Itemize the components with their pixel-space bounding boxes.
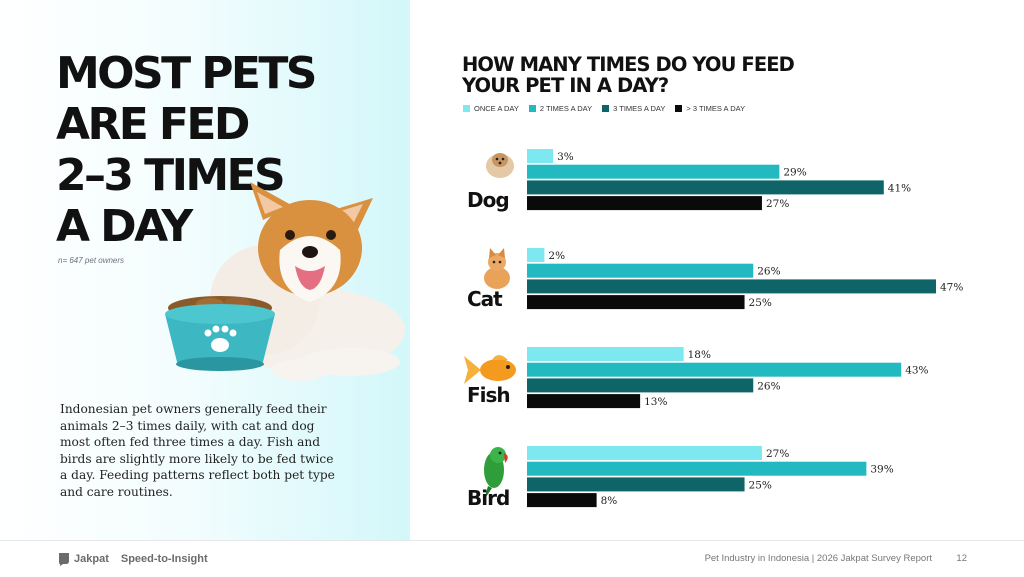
bar-value-label: 27% [766, 198, 789, 210]
legend-label: ONCE A DAY [474, 104, 519, 113]
brand-name: Jakpat [74, 553, 109, 565]
category-label-fish: Fish [467, 383, 510, 407]
jakpat-logo-icon [59, 553, 69, 566]
legend-swatch [675, 105, 683, 112]
bar-value-label: 26% [757, 266, 780, 278]
description-text: Indonesian pet owners generally feed the… [60, 402, 335, 499]
chart-title-line: YOUR PET IN A DAY? [462, 74, 669, 97]
bar-cat-1 [527, 248, 545, 262]
cat-icon [484, 248, 510, 289]
bar-bird-2 [527, 461, 867, 476]
parrot-icon [484, 447, 508, 500]
bar-fish-4 [527, 394, 641, 409]
bar-cat-2 [527, 263, 754, 278]
bar-value-label: 8% [601, 495, 618, 507]
bar-value-label: 41% [888, 182, 911, 194]
fish-icon [464, 355, 516, 384]
chart-legend: ONCE A DAY 2 TIMES A DAY 3 TIMES A DAY >… [463, 104, 745, 113]
bar-value-label: 29% [783, 167, 806, 179]
brand: Jakpat Speed-to-Insight [58, 552, 208, 566]
bar-value-label: 43% [905, 365, 928, 377]
category-label-cat: Cat [467, 287, 503, 311]
legend-item-three: 3 TIMES A DAY [602, 104, 665, 113]
bar-dog-3 [527, 180, 884, 195]
bar-dog-1 [527, 149, 554, 163]
bar-value-label: 47% [940, 281, 963, 293]
page-number: 12 [956, 553, 967, 564]
bar-cat-3 [527, 279, 936, 294]
legend-label: 2 TIMES A DAY [539, 104, 593, 113]
legend-swatch [602, 105, 610, 112]
category-label-dog: Dog [467, 188, 509, 212]
legend-label: > 3 TIMES A DAY [686, 104, 746, 113]
bar-fish-3 [527, 378, 754, 393]
headline-line: 2–3 TIMES [56, 150, 286, 201]
brand-tagline: Speed-to-Insight [120, 553, 208, 565]
bar-value-label: 18% [688, 349, 711, 361]
left-panel: MOST PETS ARE FED 2–3 TIMES A DAY n= 647… [0, 0, 410, 540]
bar-dog-4 [527, 196, 762, 211]
bar-cat-4 [527, 295, 745, 310]
bar-value-label: 39% [870, 464, 893, 476]
bar-dog-2 [527, 164, 780, 179]
bar-value-label: 2% [548, 250, 565, 262]
chart-title-line: HOW MANY TIMES DO YOU FEED [462, 53, 795, 76]
headline: MOST PETS ARE FED 2–3 TIMES A DAY [56, 48, 396, 252]
bar-value-label: 25% [749, 479, 772, 491]
bar-value-label: 27% [766, 448, 789, 460]
bar-value-label: 26% [757, 380, 780, 392]
report-name: Pet Industry in Indonesia | 2026 Jakpat … [704, 553, 932, 564]
legend-swatch [528, 105, 536, 112]
bar-value-label: 25% [749, 297, 772, 309]
headline-line: A DAY [56, 201, 193, 252]
legend-item-once: ONCE A DAY [463, 104, 519, 113]
headline-line: MOST PETS [56, 48, 317, 99]
dog-icon [486, 153, 514, 178]
bar-bird-4 [527, 493, 597, 508]
footer: Jakpat Speed-to-Insight Pet Industry in … [0, 540, 1024, 577]
legend-item-twice: 2 TIMES A DAY [528, 104, 593, 113]
bar-value-label: 13% [644, 396, 667, 408]
bar-bird-1 [527, 446, 762, 460]
bar-fish-2 [527, 362, 902, 377]
headline-line: ARE FED [56, 99, 250, 150]
bar-fish-1 [527, 347, 684, 361]
legend-label: 3 TIMES A DAY [613, 104, 666, 113]
category-label-bird: Bird [467, 486, 509, 510]
sample-size-note: n= 647 pet owners [58, 256, 125, 265]
chart-title: HOW MANY TIMES DO YOU FEED YOUR PET IN A… [462, 53, 795, 97]
bar-value-label: 3% [557, 151, 574, 163]
dog-with-food-bowl-illustration [165, 182, 405, 381]
bar-bird-3 [527, 477, 745, 492]
legend-item-more: > 3 TIMES A DAY [675, 104, 745, 113]
legend-swatch [463, 105, 470, 112]
